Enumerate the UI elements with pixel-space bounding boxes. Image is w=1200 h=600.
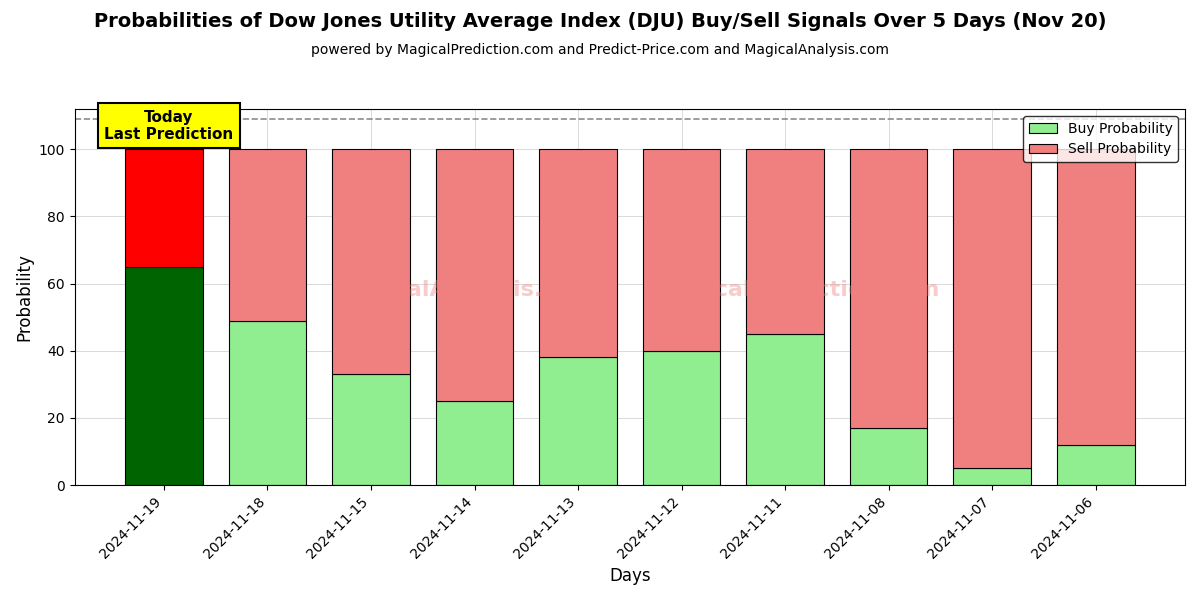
Bar (1057, 149, 1134, 445)
Bar (125, 267, 203, 485)
Bar (125, 149, 203, 267)
Text: MagicalPrediction.com: MagicalPrediction.com (654, 280, 940, 299)
Bar (539, 149, 617, 358)
Bar (643, 149, 720, 351)
Text: Probabilities of Dow Jones Utility Average Index (DJU) Buy/Sell Signals Over 5 D: Probabilities of Dow Jones Utility Avera… (94, 12, 1106, 31)
Text: powered by MagicalPrediction.com and Predict-Price.com and MagicalAnalysis.com: powered by MagicalPrediction.com and Pre… (311, 43, 889, 57)
Bar (850, 428, 928, 485)
Bar (229, 149, 306, 320)
Bar (643, 351, 720, 485)
Bar (746, 149, 824, 334)
Bar (850, 149, 928, 428)
Text: MagicalAnalysis.com: MagicalAnalysis.com (332, 280, 594, 299)
Legend: Buy Probability, Sell Probability: Buy Probability, Sell Probability (1024, 116, 1178, 162)
Bar (953, 149, 1031, 468)
Bar (1057, 445, 1134, 485)
Bar (436, 149, 514, 401)
Bar (436, 401, 514, 485)
Bar (746, 334, 824, 485)
Bar (539, 358, 617, 485)
Bar (332, 374, 410, 485)
Y-axis label: Probability: Probability (16, 253, 34, 341)
Bar (332, 149, 410, 374)
Text: Today
Last Prediction: Today Last Prediction (104, 110, 234, 142)
Bar (953, 468, 1031, 485)
X-axis label: Days: Days (610, 567, 650, 585)
Bar (229, 320, 306, 485)
